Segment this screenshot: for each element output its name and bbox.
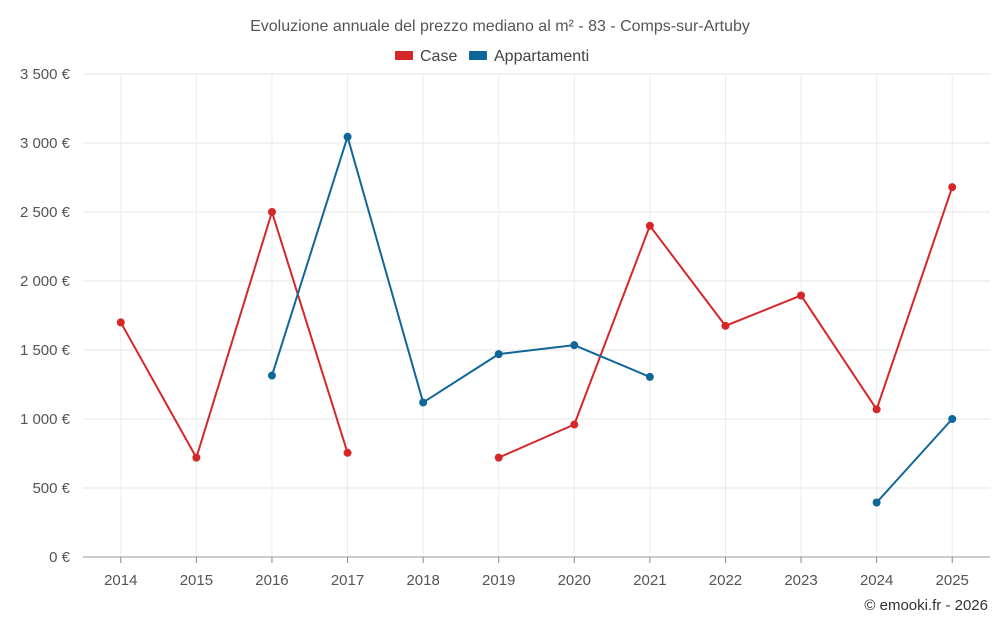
data-point-appartamenti-2016[interactable] [267, 371, 276, 380]
legend-label-appartamenti: Appartamenti [494, 48, 589, 65]
data-point-appartamenti-2017[interactable] [343, 132, 352, 141]
x-tick-label: 2014 [104, 572, 137, 589]
data-point-appartamenti-2025[interactable] [948, 415, 957, 423]
legend: Case Appartamenti [395, 48, 589, 65]
y-tick-label: 3 500 € [20, 66, 71, 83]
series-line-appartamenti [875, 418, 953, 504]
data-point-appartamenti-2024[interactable] [872, 498, 881, 507]
data-point-appartamenti-2018[interactable] [419, 398, 428, 407]
legend-item-appartamenti[interactable]: Appartamenti [469, 48, 589, 65]
data-point-case-2015[interactable] [192, 453, 201, 462]
y-tick-label: 1 000 € [20, 411, 71, 428]
data-point-case-2022[interactable] [721, 321, 730, 330]
series-line-appartamenti [271, 135, 651, 404]
data-point-case-2019[interactable] [494, 453, 503, 462]
data-point-appartamenti-2020[interactable] [570, 341, 579, 350]
x-tick-label: 2018 [406, 572, 439, 589]
x-tick-label: 2024 [860, 572, 893, 589]
legend-label-case: Case [420, 48, 457, 65]
series-layer [116, 132, 957, 507]
x-tick-label: 2022 [709, 572, 742, 589]
x-tick-label: 2025 [936, 572, 969, 589]
x-tick-label: 2020 [558, 572, 591, 589]
data-point-case-2020[interactable] [570, 420, 579, 429]
grid [83, 73, 990, 558]
x-axis: 2014 2015 2016 2017 2018 2019 2020 2021 2022 2023… [83, 556, 990, 589]
series-appartamenti [267, 132, 957, 507]
data-point-case-2016[interactable] [267, 208, 276, 216]
y-tick-label: 2 500 € [20, 204, 71, 221]
data-point-appartamenti-2019[interactable] [494, 350, 503, 359]
data-point-case-2017[interactable] [343, 448, 352, 457]
y-tick-label: 0 € [49, 549, 71, 566]
data-point-case-2021[interactable] [645, 221, 654, 230]
x-tick-label: 2019 [482, 572, 515, 589]
y-tick-label: 1 500 € [20, 342, 71, 359]
data-point-case-2024[interactable] [872, 405, 881, 414]
x-tick-label: 2017 [331, 572, 364, 589]
x-tick-label: 2023 [784, 572, 817, 589]
x-tick-label: 2015 [180, 572, 213, 589]
y-axis: 0 € 500 € 1 000 € 1 500 € 2 000 € 2 500 € 3 00… [20, 66, 71, 566]
legend-swatch-case [395, 51, 413, 60]
credit-text: © emooki.fr - 2026 [864, 597, 988, 614]
series-line-case [119, 211, 349, 459]
y-tick-label: 2 000 € [20, 273, 71, 290]
chart-title: Evoluzione annuale del prezzo mediano al… [250, 18, 750, 35]
data-point-case-2023[interactable] [797, 291, 806, 300]
data-point-case-2014[interactable] [116, 318, 125, 327]
data-point-appartamenti-2021[interactable] [645, 372, 654, 381]
data-point-case-2025[interactable] [948, 183, 957, 192]
legend-item-case[interactable]: Case [395, 48, 457, 65]
x-tick-label: 2021 [633, 572, 666, 589]
legend-swatch-appartamenti [469, 51, 487, 60]
y-tick-label: 3 000 € [20, 135, 71, 152]
y-tick-label: 500 € [32, 480, 70, 497]
x-tick-label: 2016 [255, 572, 288, 589]
series-case [116, 183, 957, 462]
